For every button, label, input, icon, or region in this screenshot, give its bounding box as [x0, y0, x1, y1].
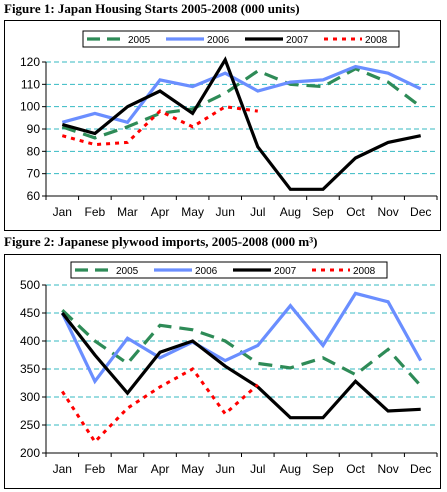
x-tick-label: Nov — [377, 462, 398, 476]
x-tick-label: May — [181, 205, 204, 219]
y-tick-label: 450 — [20, 306, 40, 320]
x-tick-label: Jan — [53, 205, 72, 219]
y-tick-label: 120 — [20, 55, 40, 69]
x-tick-label: Oct — [346, 462, 365, 476]
x-tick-label: Apr — [151, 462, 170, 476]
x-tick-label: Jul — [250, 205, 265, 219]
legend-box — [82, 30, 400, 48]
y-tick-label: 300 — [20, 390, 40, 404]
x-tick-label: Nov — [377, 205, 398, 219]
x-tick-label: Jan — [53, 462, 72, 476]
series-line-2008 — [61, 105, 259, 147]
x-tick-label: Jun — [216, 205, 235, 219]
legend-label-2007: 2007 — [286, 35, 309, 46]
figure-2-chart-panel: 200 250 300 350 400 450 500 Jan Feb Mar Apr May Jun J… — [4, 254, 441, 489]
x-tick-label: Dec — [410, 462, 431, 476]
y-tick-label: 200 — [20, 446, 40, 460]
series-line-2007 — [61, 312, 421, 420]
legend-label-2006: 2006 — [195, 266, 218, 277]
y-tick-label: 400 — [20, 334, 40, 348]
x-tick-label: May — [181, 462, 204, 476]
legend-label-2005: 2005 — [128, 35, 151, 46]
x-tick-label: Oct — [346, 205, 365, 219]
x-tick-label: Mar — [117, 205, 138, 219]
series-line-2006 — [61, 64, 422, 125]
y-tick-label: 110 — [21, 77, 40, 91]
x-tick-label: Aug — [280, 205, 301, 219]
legend-box — [70, 261, 388, 279]
series-line-2006 — [60, 291, 423, 385]
y-tick-label: 70 — [27, 167, 41, 181]
x-tick-label: Sep — [312, 205, 334, 219]
figure-1-chart: 60 70 80 90 100 110 120 Jan Feb Mar Apr May Jun Jul Au… — [20, 30, 438, 219]
legend: 2005 2006 2007 2008 — [82, 30, 400, 48]
y-tick-label: 500 — [20, 278, 40, 292]
legend-label-2008: 2008 — [365, 35, 388, 46]
x-tick-label: Apr — [151, 205, 170, 219]
x-tick-label: Dec — [410, 205, 431, 219]
y-tick-label: 250 — [20, 418, 40, 432]
x-tick-label: Sep — [312, 462, 334, 476]
x-tick-label: Jun — [216, 462, 235, 476]
x-tick-label: Mar — [117, 462, 138, 476]
figure-2-title: Figure 2: Japanese plywood imports, 2005… — [4, 234, 318, 249]
y-tick-label: 80 — [27, 144, 41, 158]
legend-label-2005: 2005 — [116, 266, 139, 277]
legend-label-2007: 2007 — [274, 266, 297, 277]
y-tick-label: 90 — [27, 122, 41, 136]
y-tick-label: 100 — [20, 100, 40, 114]
figure-2-chart: 200 250 300 350 400 450 500 Jan Feb Mar Apr May Jun J… — [20, 261, 438, 476]
x-tick-label: Feb — [85, 462, 106, 476]
x-tick-label: Jul — [250, 462, 265, 476]
legend: 2005 2006 2007 2008 — [70, 261, 388, 279]
series-line-2008 — [61, 367, 259, 445]
x-tick-label: Aug — [280, 462, 301, 476]
figure-1-title: Figure 1: Japan Housing Starts 2005-2008… — [4, 1, 300, 16]
y-tick-label: 60 — [27, 189, 41, 203]
x-tick-label: Feb — [85, 205, 106, 219]
y-tick-label: 350 — [20, 362, 40, 376]
series-line-2007 — [61, 56, 422, 191]
figure-1-chart-panel: 60 70 80 90 100 110 120 Jan Feb Mar Apr May Jun Jul Au… — [4, 20, 441, 231]
legend-label-2008: 2008 — [353, 266, 376, 277]
series-line-2005 — [61, 309, 422, 387]
legend-label-2006: 2006 — [207, 35, 230, 46]
